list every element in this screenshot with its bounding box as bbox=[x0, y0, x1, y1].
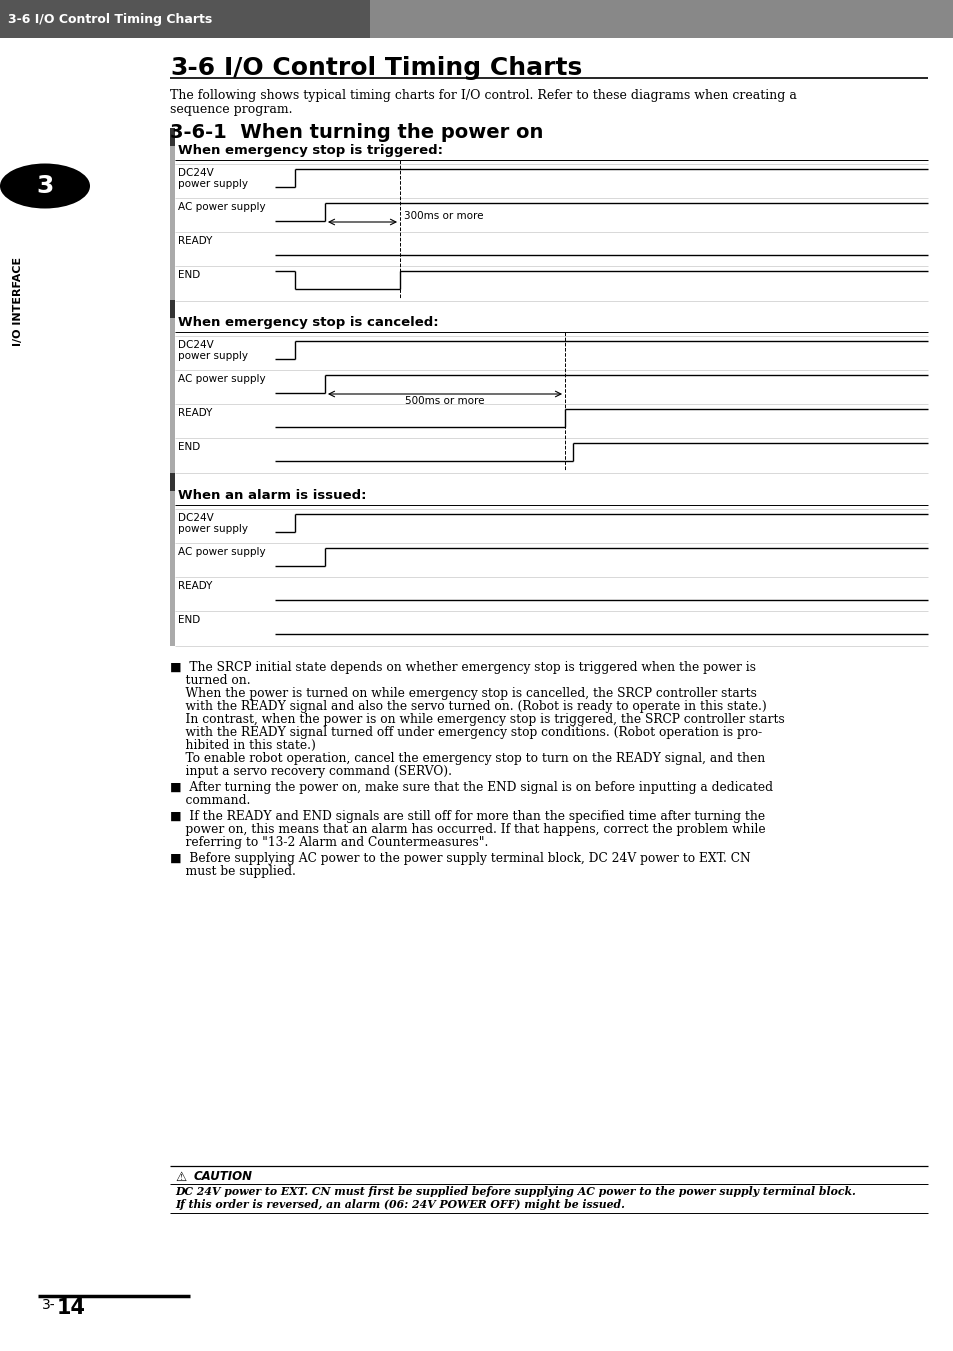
Text: turned on.: turned on. bbox=[170, 674, 251, 688]
Text: ■  The SRCP initial state depends on whether emergency stop is triggered when th: ■ The SRCP initial state depends on whet… bbox=[170, 661, 755, 674]
Text: 3: 3 bbox=[36, 174, 53, 199]
Text: ■  After turning the power on, make sure that the END signal is on before inputt: ■ After turning the power on, make sure … bbox=[170, 781, 772, 794]
Text: When an alarm is issued:: When an alarm is issued: bbox=[178, 489, 366, 503]
Text: with the READY signal and also the servo turned on. (Robot is ready to operate i: with the READY signal and also the servo… bbox=[170, 700, 766, 713]
Bar bbox=[170, 128, 174, 301]
Text: 300ms or more: 300ms or more bbox=[403, 211, 483, 222]
Ellipse shape bbox=[0, 163, 90, 208]
Text: power supply: power supply bbox=[178, 178, 248, 189]
Text: must be supplied.: must be supplied. bbox=[170, 865, 295, 878]
Text: 3-6: 3-6 bbox=[170, 55, 214, 80]
Text: DC24V: DC24V bbox=[178, 168, 213, 178]
Text: power on, this means that an alarm has occurred. If that happens, correct the pr: power on, this means that an alarm has o… bbox=[170, 823, 765, 836]
Text: When emergency stop is canceled:: When emergency stop is canceled: bbox=[178, 316, 438, 330]
Text: 3-6 I/O Control Timing Charts: 3-6 I/O Control Timing Charts bbox=[8, 12, 212, 26]
Bar bbox=[170, 146, 174, 301]
Text: READY: READY bbox=[178, 236, 213, 246]
Text: END: END bbox=[178, 270, 200, 280]
Text: When emergency stop is triggered:: When emergency stop is triggered: bbox=[178, 145, 442, 157]
Bar bbox=[170, 490, 174, 646]
Text: AC power supply: AC power supply bbox=[178, 374, 265, 384]
Text: 14: 14 bbox=[57, 1298, 86, 1319]
Text: 3-6-1  When turning the power on: 3-6-1 When turning the power on bbox=[170, 123, 543, 142]
Text: DC 24V power to EXT. CN must first be supplied before supplying AC power to the : DC 24V power to EXT. CN must first be su… bbox=[174, 1186, 855, 1197]
Text: DC24V: DC24V bbox=[178, 340, 213, 350]
Text: END: END bbox=[178, 615, 200, 626]
Text: referring to "13-2 Alarm and Countermeasures".: referring to "13-2 Alarm and Countermeas… bbox=[170, 836, 488, 848]
Text: END: END bbox=[178, 442, 200, 453]
Text: ■  If the READY and END signals are still off for more than the specified time a: ■ If the READY and END signals are still… bbox=[170, 811, 764, 823]
Text: ⚠: ⚠ bbox=[174, 1171, 186, 1183]
Text: AC power supply: AC power supply bbox=[178, 203, 265, 212]
Text: command.: command. bbox=[170, 794, 250, 807]
Text: ■  Before supplying AC power to the power supply terminal block, DC 24V power to: ■ Before supplying AC power to the power… bbox=[170, 852, 750, 865]
Text: I/O INTERFACE: I/O INTERFACE bbox=[13, 257, 23, 346]
Text: READY: READY bbox=[178, 581, 213, 590]
Text: READY: READY bbox=[178, 408, 213, 417]
Bar bbox=[0, 0, 953, 38]
Text: When the power is turned on while emergency stop is cancelled, the SRCP controll: When the power is turned on while emerge… bbox=[170, 688, 756, 700]
Text: DC24V: DC24V bbox=[178, 513, 213, 523]
Text: The following shows typical timing charts for I/O control. Refer to these diagra: The following shows typical timing chart… bbox=[170, 89, 796, 101]
Bar bbox=[170, 473, 174, 646]
Text: CAUTION: CAUTION bbox=[193, 1170, 253, 1183]
Text: To enable robot operation, cancel the emergency stop to turn on the READY signal: To enable robot operation, cancel the em… bbox=[170, 753, 764, 765]
Text: hibited in this state.): hibited in this state.) bbox=[170, 739, 315, 753]
Text: AC power supply: AC power supply bbox=[178, 547, 265, 557]
Text: power supply: power supply bbox=[178, 351, 248, 361]
Bar bbox=[170, 317, 174, 473]
Text: I/O Control Timing Charts: I/O Control Timing Charts bbox=[224, 55, 581, 80]
Text: sequence program.: sequence program. bbox=[170, 103, 293, 116]
Text: power supply: power supply bbox=[178, 524, 248, 534]
Text: 500ms or more: 500ms or more bbox=[405, 396, 484, 407]
Text: with the READY signal turned off under emergency stop conditions. (Robot operati: with the READY signal turned off under e… bbox=[170, 725, 761, 739]
Bar bbox=[0, 0, 370, 38]
Text: input a servo recovery command (SERVO).: input a servo recovery command (SERVO). bbox=[170, 765, 452, 778]
Text: If this order is reversed, an alarm (06: 24V POWER OFF) might be issued.: If this order is reversed, an alarm (06:… bbox=[174, 1198, 624, 1210]
Text: In contrast, when the power is on while emergency stop is triggered, the SRCP co: In contrast, when the power is on while … bbox=[170, 713, 784, 725]
Text: 3-: 3- bbox=[42, 1298, 55, 1312]
Bar bbox=[170, 300, 174, 473]
